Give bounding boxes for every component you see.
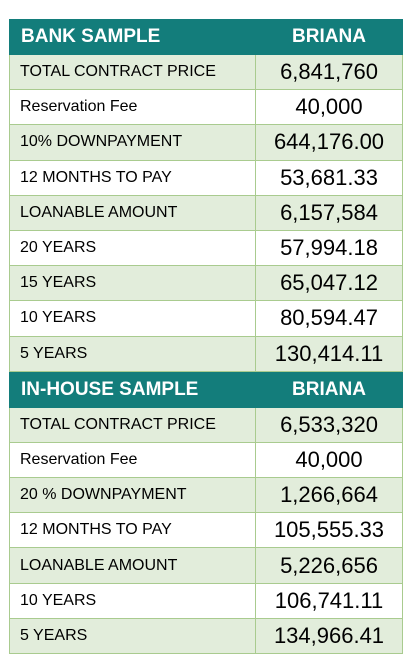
pricing-table: BANK SAMPLE BRIANA TOTAL CONTRACT PRICE 6… [9,19,403,654]
inhouse-sample-title: IN-HOUSE SAMPLE [21,378,199,400]
row-label: 10% DOWNPAYMENT [10,125,256,160]
table-row: 10 YEARS 80,594.47 [10,301,402,337]
row-value: 57,994.18 [280,235,378,261]
inhouse-sample-header: IN-HOUSE SAMPLE BRIANA [9,371,403,408]
inhouse-sample-rows: TOTAL CONTRACT PRICE 6,533,320 Reservatio… [9,407,403,654]
table-row: 20 % DOWNPAYMENT 1,266,664 [10,478,402,514]
row-label: 12 MONTHS TO PAY [10,513,256,548]
row-label: 10 YEARS [10,301,256,336]
row-label: TOTAL CONTRACT PRICE [10,55,256,90]
row-label: 12 MONTHS TO PAY [10,160,256,195]
row-value: 134,966.41 [273,622,385,648]
table-row: 10 YEARS 106,741.11 [10,583,402,619]
row-value: 130,414.11 [274,340,384,366]
bank-sample-header: BANK SAMPLE BRIANA [9,19,403,55]
table-row: 5 YEARS 134,966.41 [10,618,402,654]
row-label: 5 YEARS [10,336,256,371]
inhouse-sample-model: BRIANA [292,378,366,400]
row-value: 5,226,656 [280,552,378,578]
row-value: 80,594.47 [280,305,378,331]
row-label: 10 YEARS [10,583,256,618]
table-row: 12 MONTHS TO PAY 53,681.33 [10,160,402,196]
inhouse-sample-section: IN-HOUSE SAMPLE BRIANA TOTAL CONTRACT PR… [9,371,403,654]
row-label: LOANABLE AMOUNT [10,548,256,583]
row-label: Reservation Fee [10,90,256,125]
row-label: TOTAL CONTRACT PRICE [10,407,256,442]
row-value: 53,681.33 [280,164,378,190]
row-value: 6,533,320 [280,411,378,437]
row-label: 20 YEARS [10,230,256,266]
table-row: 15 YEARS 65,047.12 [10,266,402,302]
table-row: 5 YEARS 130,414.11 [10,336,402,372]
row-value: 40,000 [295,94,363,120]
table-row: Reservation Fee 40,000 [10,90,402,126]
row-label: 5 YEARS [10,618,256,653]
row-label: LOANABLE AMOUNT [10,195,256,230]
table-row: Reservation Fee 40,000 [10,442,402,479]
row-value: 1,266,664 [280,482,378,508]
bank-sample-model: BRIANA [292,26,366,47]
row-value: 6,841,760 [280,59,378,85]
row-value: 106,741.11 [274,587,384,613]
row-value: 644,176.00 [273,129,385,155]
row-value: 40,000 [295,446,363,472]
row-value: 6,157,584 [280,199,378,225]
table-row: 12 MONTHS TO PAY 105,555.33 [10,513,402,549]
row-label: 20 % DOWNPAYMENT [10,478,256,513]
bank-sample-rows: TOTAL CONTRACT PRICE 6,841,760 Reservatio… [9,55,403,372]
table-row: LOANABLE AMOUNT 6,157,584 [10,195,402,231]
row-label: 15 YEARS [10,266,256,301]
table-row: 20 YEARS 57,994.18 [10,230,402,267]
table-row: LOANABLE AMOUNT 5,226,656 [10,548,402,584]
row-value: 105,555.33 [273,517,385,543]
bank-sample-section: BANK SAMPLE BRIANA TOTAL CONTRACT PRICE 6… [9,19,403,372]
row-value: 65,047.12 [280,270,378,296]
row-label: Reservation Fee [10,442,256,478]
table-row: TOTAL CONTRACT PRICE 6,841,760 [10,55,402,91]
bank-sample-title: BANK SAMPLE [21,26,161,47]
table-row: TOTAL CONTRACT PRICE 6,533,320 [10,407,402,443]
table-row: 10% DOWNPAYMENT 644,176.00 [10,125,402,161]
